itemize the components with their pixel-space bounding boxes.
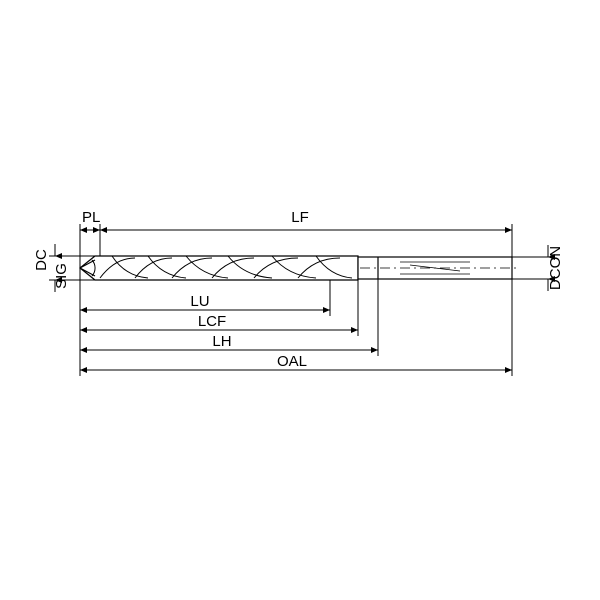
label-pl: PL: [82, 209, 100, 226]
label-lh: LH: [212, 333, 231, 350]
label-dc: DC: [33, 249, 50, 271]
label-lu: LU: [190, 293, 209, 310]
label-lcf: LCF: [198, 313, 226, 330]
labels: PL LF LU LCF LH OAL DC SIG DCON: [33, 209, 564, 370]
label-oal: OAL: [277, 353, 307, 370]
label-dcon: DCON: [547, 246, 564, 290]
drill-technical-diagram: PL LF LU LCF LH OAL DC SIG DCON: [0, 0, 600, 600]
label-lf: LF: [291, 209, 309, 226]
drill-bit: [80, 256, 520, 280]
horizontal-dimensions: [80, 230, 512, 370]
label-sig: SIG: [53, 263, 70, 289]
